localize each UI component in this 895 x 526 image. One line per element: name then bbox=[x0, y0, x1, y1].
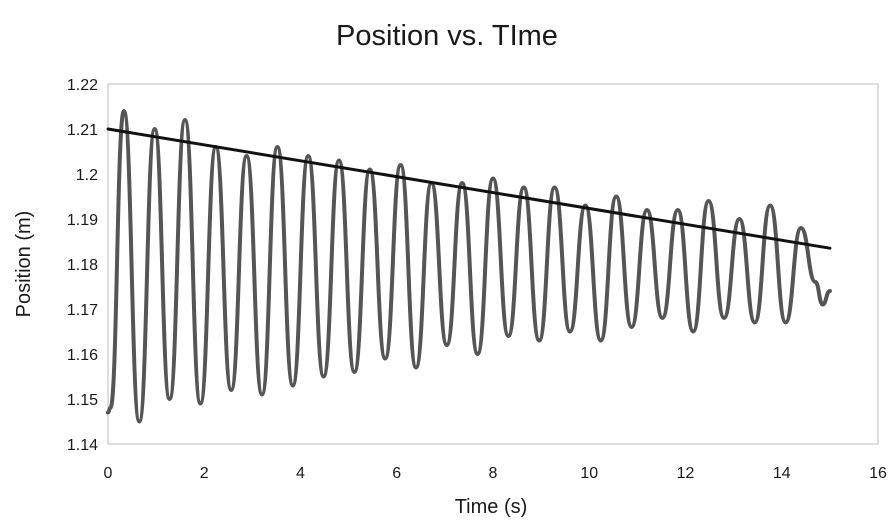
x-tick-label: 6 bbox=[392, 465, 401, 482]
x-tick-label: 16 bbox=[869, 465, 887, 482]
x-axis-label: Time (s) bbox=[455, 496, 528, 518]
position-series-line bbox=[106, 109, 832, 424]
x-tick-label: 10 bbox=[580, 465, 598, 482]
x-tick-label: 14 bbox=[773, 465, 791, 482]
x-axis-ticks: 0 2 4 6 8 10 12 14 16 bbox=[104, 465, 887, 482]
y-tick-label: 1.19 bbox=[67, 212, 98, 229]
y-axis-label: Position (m) bbox=[13, 211, 35, 318]
trendline bbox=[106, 127, 832, 250]
y-tick-label: 1.22 bbox=[67, 77, 98, 94]
x-tick-label: 2 bbox=[200, 465, 209, 482]
y-tick-label: 1.15 bbox=[67, 392, 98, 409]
y-tick-label: 1.14 bbox=[67, 437, 98, 454]
x-tick-label: 8 bbox=[489, 465, 498, 482]
y-axis-ticks: 1.14 1.15 1.16 1.17 1.18 1.19 1.2 1.21 1.22 bbox=[67, 77, 98, 454]
y-tick-label: 1.16 bbox=[67, 347, 98, 364]
y-tick-label: 1.2 bbox=[76, 167, 98, 184]
y-tick-label: 1.21 bbox=[67, 122, 98, 139]
series-group bbox=[106, 109, 832, 424]
plot-area-frame bbox=[107, 83, 879, 445]
y-tick-label: 1.18 bbox=[67, 257, 98, 274]
x-tick-label: 0 bbox=[104, 465, 113, 482]
x-tick-label: 4 bbox=[296, 465, 305, 482]
x-tick-label: 12 bbox=[677, 465, 695, 482]
chart-title: Position vs. TIme bbox=[336, 20, 558, 52]
y-tick-label: 1.17 bbox=[67, 302, 98, 319]
